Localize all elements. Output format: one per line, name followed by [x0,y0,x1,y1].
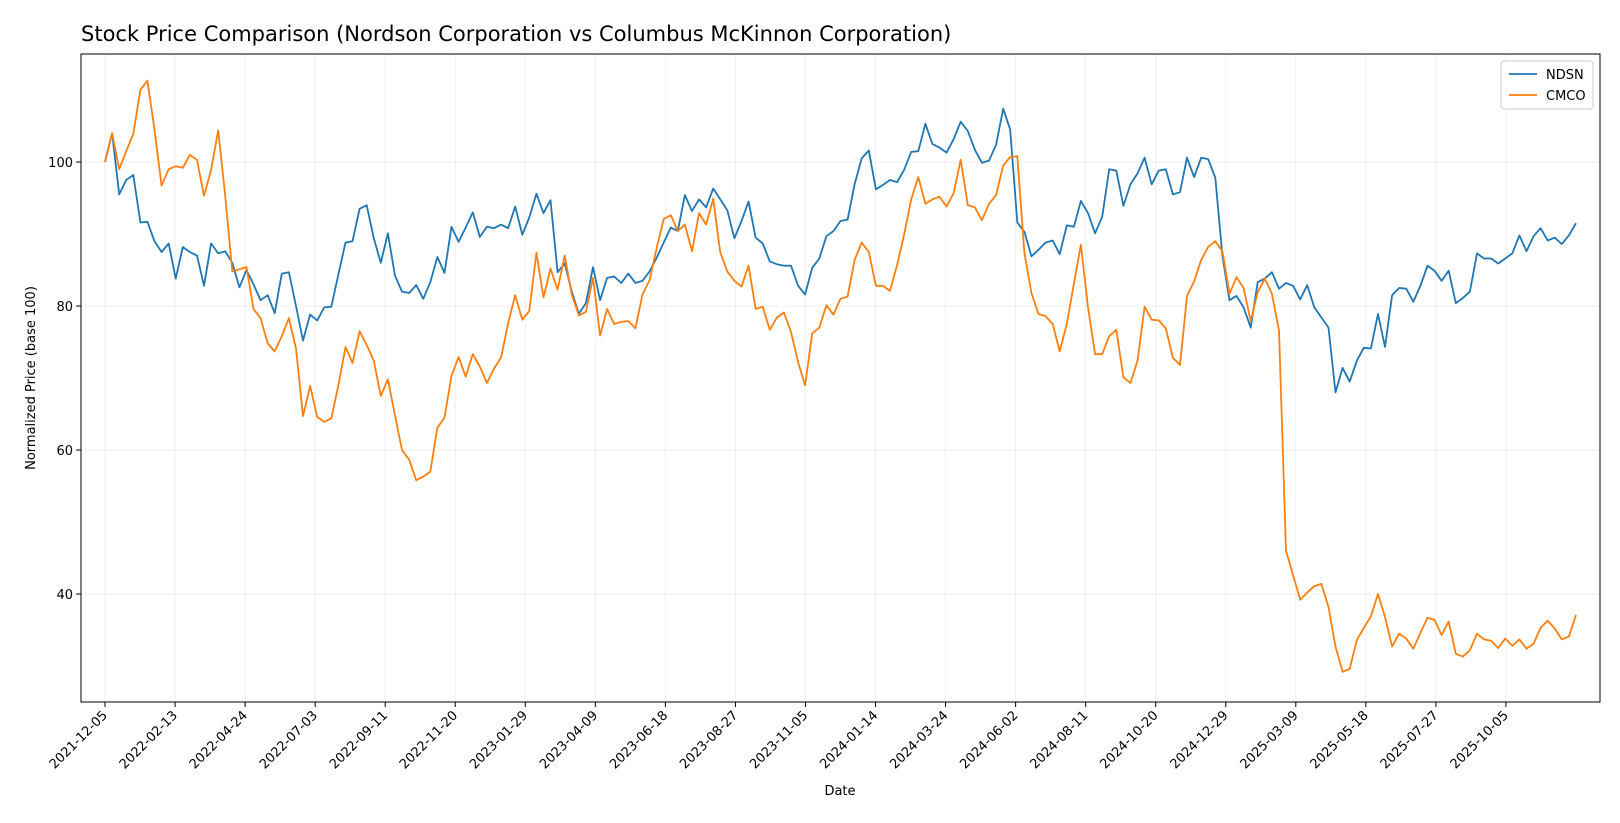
series-lines [104,79,1577,673]
x-axis-title: Date [824,784,855,799]
legend: NDSN CMCO [1500,60,1594,110]
y-tick-label: 60 [56,444,73,459]
grid [81,54,1600,702]
chart-title: Stock Price Comparison (Nordson Corporat… [81,22,951,46]
legend-label-cmco: CMCO [1546,89,1586,104]
legend-box [1500,60,1594,110]
y-axis-title: Normalized Price (base 100) [24,286,39,470]
plot-frame [80,53,1601,703]
series-line-ndsn [104,107,1577,394]
y-tick-label: 80 [56,300,73,315]
y-tick-label: 100 [48,156,73,171]
y-tick-label: 40 [56,588,73,603]
legend-label-ndsn: NDSN [1546,68,1584,83]
y-axis-ticks: 40 60 80 100 [48,156,81,603]
series-line-cmco [104,79,1577,673]
